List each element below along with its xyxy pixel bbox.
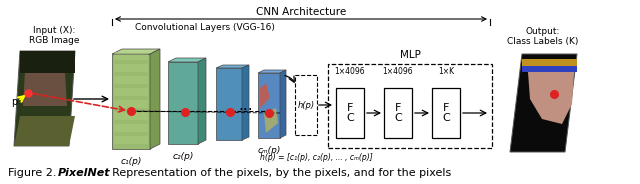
Text: ...: ... [239, 98, 253, 114]
Text: 1×K: 1×K [438, 68, 454, 77]
Text: Input (X):
RGB Image: Input (X): RGB Image [29, 26, 80, 45]
Polygon shape [258, 73, 280, 138]
Polygon shape [527, 59, 575, 124]
Polygon shape [23, 71, 67, 106]
Polygon shape [510, 54, 577, 152]
Text: h(p): h(p) [298, 100, 315, 109]
Polygon shape [14, 116, 75, 146]
Polygon shape [216, 65, 249, 68]
Polygon shape [216, 68, 242, 140]
Bar [114, 88, 148, 96]
Text: Figure 2.: Figure 2. [8, 168, 60, 178]
Polygon shape [150, 49, 160, 149]
Text: F
C: F C [346, 103, 354, 123]
Bar [114, 100, 148, 108]
Text: c₁(p): c₁(p) [120, 157, 141, 166]
Text: Output:
Class Labels (K): Output: Class Labels (K) [508, 27, 579, 46]
Polygon shape [198, 58, 206, 144]
Polygon shape [20, 51, 75, 73]
Text: 1×4096: 1×4096 [383, 68, 413, 77]
Text: MLP: MLP [399, 50, 420, 60]
Polygon shape [280, 70, 286, 138]
Bar [114, 136, 148, 144]
Bar [114, 64, 148, 72]
Text: c₂(p): c₂(p) [172, 152, 194, 161]
Bar [114, 52, 148, 60]
Text: Convolutional Layers (VGG-16): Convolutional Layers (VGG-16) [135, 23, 275, 32]
Text: CNN Architecture: CNN Architecture [256, 7, 346, 17]
Text: PixelNet: PixelNet [58, 168, 111, 178]
Polygon shape [264, 108, 278, 133]
Text: F
C: F C [442, 103, 450, 123]
Polygon shape [522, 59, 577, 66]
Bar [384, 88, 412, 138]
Polygon shape [112, 54, 150, 149]
Polygon shape [260, 83, 270, 108]
Polygon shape [242, 65, 249, 140]
Text: cₘ(p): cₘ(p) [257, 146, 281, 155]
Polygon shape [168, 58, 206, 62]
Text: F
C: F C [394, 103, 402, 123]
Polygon shape [14, 51, 75, 146]
Bar [114, 124, 148, 132]
Polygon shape [112, 49, 160, 54]
Polygon shape [258, 70, 286, 73]
Bar [432, 88, 460, 138]
Text: 1×4096: 1×4096 [335, 68, 365, 77]
Text: p: p [11, 97, 17, 107]
Text: h(p) = [c₁(p), c₂(p), ... , cₘ(p)]: h(p) = [c₁(p), c₂(p), ... , cₘ(p)] [260, 153, 372, 162]
Bar [336, 88, 364, 138]
Text: : Representation of the pixels, by the pixels, and for the pixels: : Representation of the pixels, by the p… [105, 168, 451, 178]
Bar [114, 112, 148, 120]
FancyBboxPatch shape [295, 75, 317, 135]
Polygon shape [522, 66, 577, 72]
Polygon shape [168, 62, 198, 144]
Bar [114, 76, 148, 84]
